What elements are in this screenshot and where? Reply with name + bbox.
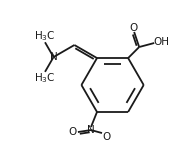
Text: H$_3$C: H$_3$C — [34, 71, 55, 85]
Text: O: O — [102, 133, 110, 142]
Text: OH: OH — [154, 37, 170, 47]
Text: O: O — [129, 23, 137, 33]
Text: H$_3$C: H$_3$C — [34, 29, 55, 43]
Text: N: N — [87, 125, 95, 135]
Text: N: N — [50, 52, 57, 62]
Text: O: O — [69, 127, 77, 137]
